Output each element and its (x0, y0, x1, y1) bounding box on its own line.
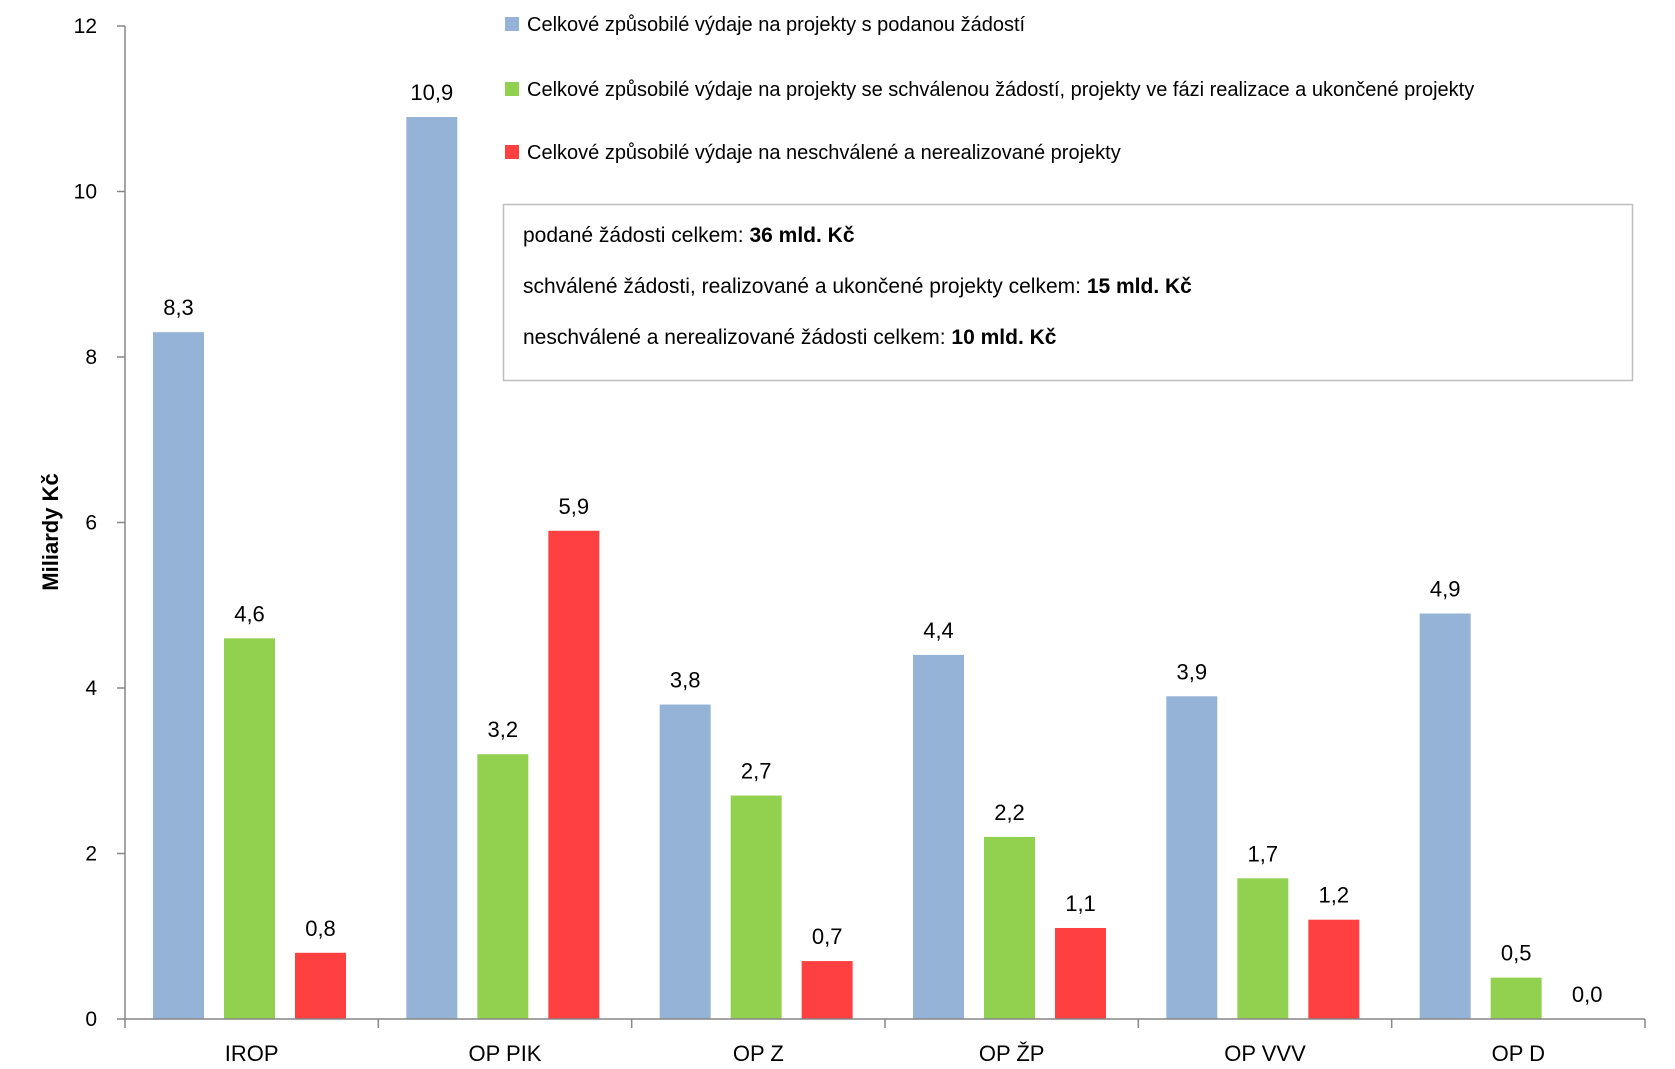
bar (295, 952, 346, 1019)
x-category-label: OP ŽP (979, 1041, 1045, 1066)
y-tick-label: 10 (74, 181, 97, 204)
y-tick-label: 12 (74, 15, 97, 38)
y-tick-label: 2 (85, 843, 97, 866)
y-tick-label: 0 (85, 1008, 97, 1031)
data-label: 1,1 (1065, 891, 1096, 916)
x-category-label: OP PIK (469, 1041, 542, 1066)
x-category-label: IROP (225, 1041, 279, 1066)
data-label: 3,2 (488, 717, 519, 742)
data-label: 5,9 (559, 494, 590, 519)
data-label: 4,9 (1430, 577, 1461, 602)
bar (548, 530, 600, 1019)
y-tick-label: 6 (85, 512, 97, 535)
data-label: 3,9 (1177, 659, 1208, 684)
y-axis: 0 2 4 6 8 10 12 (74, 15, 126, 1031)
data-label: 2,2 (994, 800, 1025, 825)
legend-swatch (505, 82, 519, 96)
data-label: 0,0 (1572, 982, 1603, 1007)
annotation-value: 10 mld. Kč (951, 326, 1056, 349)
legend-swatch (505, 145, 519, 159)
data-label: 1,7 (1248, 841, 1279, 866)
x-category-label: OP VVV (1224, 1041, 1306, 1066)
data-label: 10,9 (410, 80, 453, 105)
y-axis-label: Miliardy Kč (38, 473, 63, 590)
bar (1419, 613, 1471, 1019)
annotation-text: schválené žádosti, realizované a ukončen… (523, 275, 1087, 298)
legend-label: Celkové způsobilé výdaje na neschválené … (527, 142, 1121, 164)
annotation-line: podané žádosti celkem: 36 mld. Kč (523, 224, 855, 247)
data-label: 0,5 (1501, 941, 1532, 966)
bar (1166, 696, 1218, 1019)
data-label: 8,3 (163, 295, 194, 320)
bar (801, 961, 853, 1019)
data-label: 0,7 (812, 924, 843, 949)
annotation-line: schválené žádosti, realizované a ukončen… (523, 275, 1192, 298)
data-label: 0,8 (305, 916, 336, 941)
annotation-box: podané žádosti celkem: 36 mld. Kč schvále… (502, 203, 1634, 382)
data-label: 4,6 (234, 601, 265, 626)
bar (224, 638, 275, 1019)
x-axis: IROP OP PIK OP Z OP ŽP OP VVV OP D (124, 1018, 1646, 1066)
bar (913, 654, 964, 1019)
bar (406, 117, 458, 1019)
bar (730, 795, 782, 1019)
y-tick-label: 8 (85, 346, 97, 369)
legend-swatch (505, 17, 519, 31)
y-tick-label: 4 (85, 677, 97, 700)
plot-area: 8,3 10,9 3,8 4,4 3,9 4,9 4,6 3,2 2,7 2,2 1,7 0,5 0,8… (153, 80, 1602, 1019)
bar (659, 704, 711, 1019)
x-category-label: OP Z (733, 1041, 784, 1066)
legend: Celkové způsobilé výdaje na projekty s p… (505, 14, 1474, 164)
bar (477, 754, 529, 1019)
bar (984, 836, 1035, 1019)
data-label: 1,2 (1319, 883, 1350, 908)
annotation-frame (502, 203, 1634, 382)
x-category-label: OP D (1492, 1041, 1545, 1066)
data-label: 4,4 (923, 618, 954, 643)
data-label: 3,8 (670, 668, 701, 693)
bar (1055, 927, 1106, 1019)
legend-label: Celkové způsobilé výdaje na projekty se … (527, 79, 1474, 101)
bar (1237, 878, 1289, 1019)
legend-label: Celkové způsobilé výdaje na projekty s p… (527, 14, 1026, 36)
annotation-text: podané žádosti celkem: (523, 224, 749, 247)
bar (153, 332, 204, 1019)
data-label: 2,7 (741, 759, 772, 784)
annotation-value: 36 mld. Kč (749, 224, 854, 247)
annotation-line: neschválené a nerealizované žádosti celk… (523, 326, 1057, 349)
bar (1490, 977, 1542, 1019)
annotation-value: 15 mld. Kč (1087, 275, 1192, 298)
annotation-text: neschválené a nerealizované žádosti celk… (523, 326, 951, 349)
bar (1308, 919, 1360, 1019)
